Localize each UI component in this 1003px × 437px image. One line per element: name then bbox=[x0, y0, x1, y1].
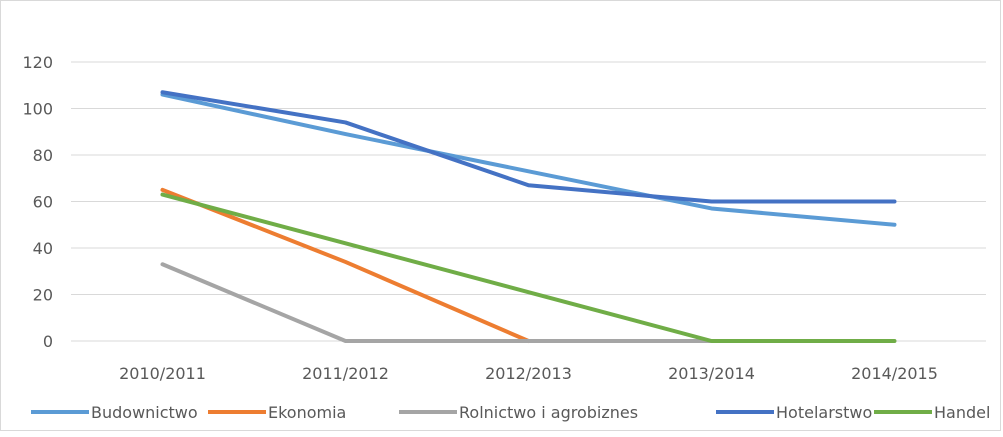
x-axis-tick-labels: 2010/2011 2011/2012 2012/2013 2013/2014 2014… bbox=[119, 364, 938, 383]
series-line-rolnictwo-i-agrobiznes bbox=[160, 262, 714, 343]
legend-label-handel: Handel bbox=[934, 403, 990, 422]
series-line-handel bbox=[160, 192, 897, 343]
series-line-budownictwo bbox=[160, 92, 897, 227]
legend-label-rolnictwo-i-agrobiznes: Rolnictwo i agrobiznes bbox=[459, 403, 638, 422]
y-tick-label: 120 bbox=[22, 53, 53, 72]
legend-label-budownictwo: Budownictwo bbox=[91, 403, 198, 422]
y-tick-label: 0 bbox=[43, 332, 53, 351]
y-tick-label: 60 bbox=[33, 193, 53, 212]
y-tick-label: 40 bbox=[33, 239, 53, 258]
series-line-ekonomia bbox=[160, 187, 531, 343]
legend-label-ekonomia: Ekonomia bbox=[268, 403, 346, 422]
y-tick-label: 20 bbox=[33, 286, 53, 305]
legend: Budownictwo Ekonomia Rolnictwo i agrobizne… bbox=[31, 403, 990, 422]
y-tick-label: 80 bbox=[33, 146, 53, 165]
series-lines bbox=[160, 90, 897, 343]
series-line-hotelarstwo bbox=[160, 90, 897, 204]
y-axis-tick-labels: 0 20 40 60 80 100 120 bbox=[22, 53, 53, 351]
y-tick-label: 100 bbox=[22, 100, 53, 119]
x-tick-label: 2013/2014 bbox=[668, 364, 755, 383]
x-tick-label: 2014/2015 bbox=[851, 364, 938, 383]
x-tick-label: 2012/2013 bbox=[485, 364, 572, 383]
x-tick-label: 2010/2011 bbox=[119, 364, 206, 383]
x-tick-label: 2011/2012 bbox=[302, 364, 389, 383]
legend-label-hotelarstwo: Hotelarstwo bbox=[776, 403, 872, 422]
